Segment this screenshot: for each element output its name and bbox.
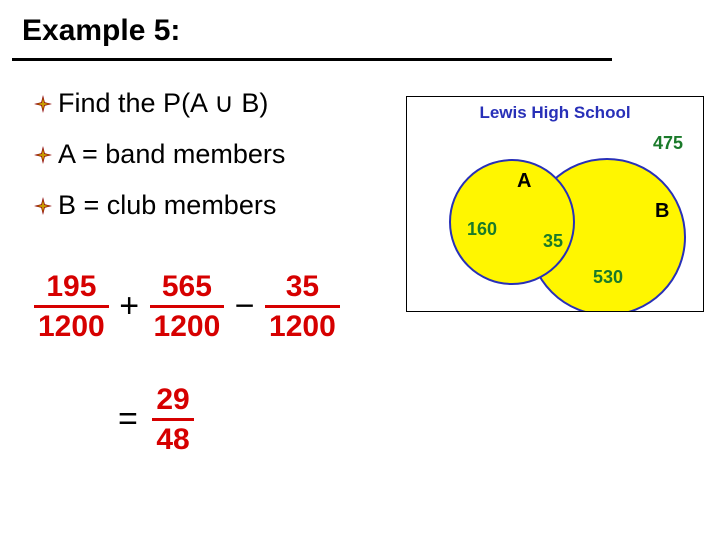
bullet-text: Find the P(A ∪ B): [58, 88, 268, 119]
bullet-text: A = band members: [58, 139, 285, 170]
fraction-bar: [265, 305, 340, 308]
bullet-item: A = band members: [34, 139, 285, 170]
denominator: 1200: [265, 310, 340, 343]
heading-underline: [12, 58, 612, 61]
venn-diagram: A B 160 35 530 475: [407, 127, 705, 311]
fraction-bar: [34, 305, 109, 308]
venn-value-b: 530: [593, 267, 623, 287]
operator-plus: +: [119, 287, 139, 326]
example-heading: Example 5:: [22, 14, 180, 48]
venn-label-a: A: [517, 170, 531, 192]
star-bullet-icon: [34, 95, 52, 113]
numerator: 195: [34, 270, 109, 303]
bullet-item: B = club members: [34, 190, 285, 221]
star-bullet-icon: [34, 197, 52, 215]
denominator: 48: [152, 423, 193, 456]
venn-diagram-container: Lewis High School A B 160 35 530 475: [406, 96, 704, 312]
bullet-text: B = club members: [58, 190, 276, 221]
operator-minus: −: [235, 287, 255, 326]
fraction-bar: [152, 418, 193, 421]
equation: 195 1200 + 565 1200 − 35 1200 = 29 48: [34, 270, 340, 456]
venn-title: Lewis High School: [407, 103, 703, 123]
venn-value-intersection: 35: [543, 231, 563, 251]
fraction: 565 1200: [150, 270, 225, 343]
denominator: 1200: [34, 310, 109, 343]
fraction: 195 1200: [34, 270, 109, 343]
fraction: 35 1200: [265, 270, 340, 343]
fraction-result: 29 48: [152, 383, 193, 456]
equals-sign: =: [118, 400, 138, 439]
bullet-list: Find the P(A ∪ B) A = band members B = c…: [34, 88, 285, 241]
venn-label-b: B: [655, 200, 669, 222]
bullet-item: Find the P(A ∪ B): [34, 88, 285, 119]
numerator: 35: [265, 270, 340, 303]
venn-value-outside: 475: [653, 133, 683, 153]
numerator: 565: [150, 270, 225, 303]
equation-line-1: 195 1200 + 565 1200 − 35 1200: [34, 270, 340, 343]
star-bullet-icon: [34, 146, 52, 164]
numerator: 29: [152, 383, 193, 416]
denominator: 1200: [150, 310, 225, 343]
equation-line-2: = 29 48: [118, 383, 340, 456]
fraction-bar: [150, 305, 225, 308]
venn-value-a: 160: [467, 219, 497, 239]
